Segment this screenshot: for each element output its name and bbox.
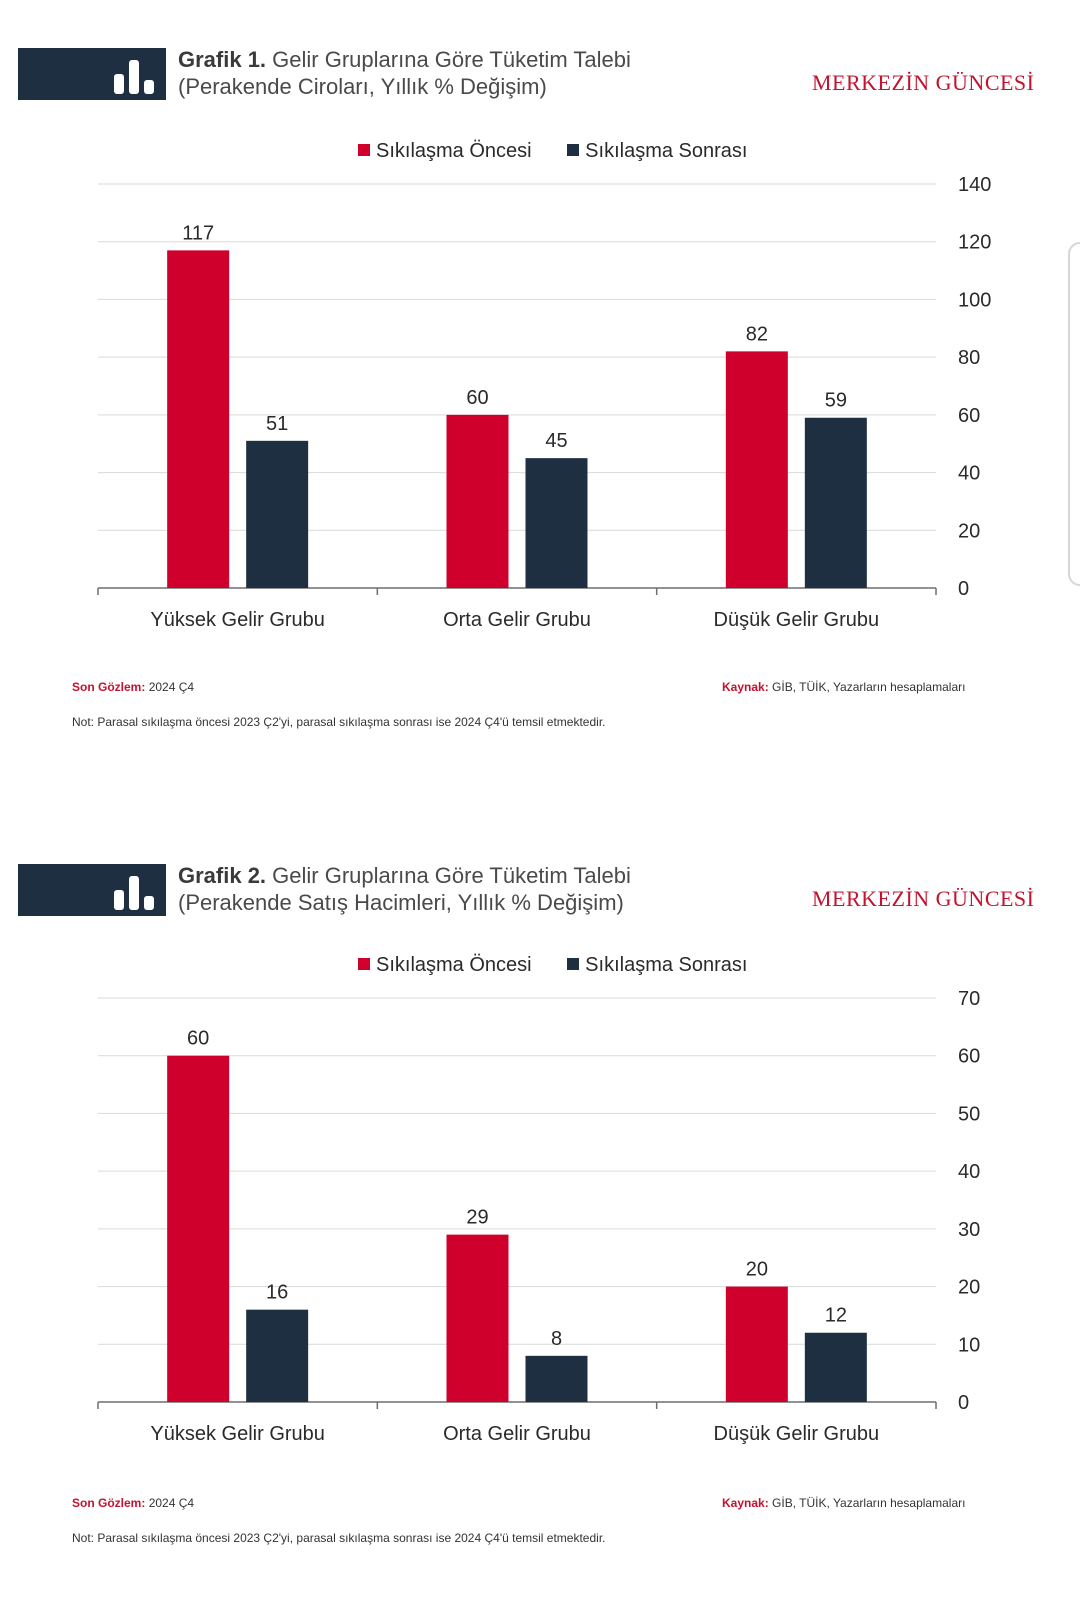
- x-tick-label: Yüksek Gelir Grubu: [150, 1423, 325, 1444]
- y-tick-label: 140: [958, 174, 991, 196]
- data-label: 45: [545, 430, 567, 452]
- y-tick-label: 100: [958, 289, 991, 311]
- bar: [167, 250, 230, 588]
- footnote: Not: Parasal sıkılaşma öncesi 2023 Ç2'yi…: [72, 1531, 606, 1545]
- last-observation: Son Gözlem: 2024 Ç4: [72, 1496, 194, 1510]
- bar: [446, 414, 509, 588]
- x-tick-label: Orta Gelir Grubu: [443, 609, 591, 630]
- data-label: 82: [746, 323, 768, 345]
- y-tick-label: 70: [958, 988, 980, 1010]
- chart-subtitle: (Perakende Satış Hacimleri, Yıllık % Değ…: [178, 890, 624, 915]
- y-tick-label: 0: [958, 1392, 969, 1414]
- source-label: Kaynak:: [722, 1496, 769, 1510]
- last-observation-value: 2024 Ç4: [148, 1496, 195, 1510]
- chart-header-box: [18, 48, 166, 100]
- legend-item-after: Sıkılaşma Sonrası: [567, 954, 747, 977]
- bar: [167, 1055, 230, 1402]
- x-tick-label: Düşük Gelir Grubu: [714, 1423, 880, 1444]
- legend-swatch-before: [358, 958, 370, 970]
- legend-item-after: Sıkılaşma Sonrası: [567, 140, 747, 163]
- legend-label-after: Sıkılaşma Sonrası: [585, 140, 748, 162]
- bar: [446, 1234, 509, 1402]
- bar: [525, 458, 588, 588]
- bar-chart: 0 20 40 60 80 100 120 140 117 51 Yüksek Gelir Grub…: [97, 174, 991, 630]
- chart-title-text: Gelir Gruplarına Göre Tüketim Talebi: [272, 863, 631, 888]
- y-tick-label: 20: [958, 1277, 980, 1299]
- y-tick-label: 20: [958, 520, 980, 542]
- y-tick-label: 40: [958, 1161, 980, 1183]
- y-tick-label: 120: [958, 232, 991, 254]
- y-tick-label: 0: [958, 578, 969, 600]
- data-label: 59: [825, 390, 847, 412]
- y-tick-label: 60: [958, 1046, 980, 1068]
- data-label: 51: [266, 413, 288, 435]
- chart-panel-2: Grafik 2. Gelir Gruplarına Göre Tüketim …: [0, 816, 1080, 1576]
- last-observation-label: Son Gözlem:: [72, 680, 146, 694]
- data-label: 117: [182, 222, 214, 244]
- data-label: 8: [551, 1328, 562, 1350]
- data-label: 12: [825, 1305, 847, 1327]
- footnote: Not: Parasal sıkılaşma öncesi 2023 Ç2'yi…: [72, 715, 606, 729]
- source-value: GİB, TÜİK, Yazarların hesaplamaları: [772, 680, 966, 694]
- source-note: Kaynak: GİB, TÜİK, Yazarların hesaplamal…: [722, 1496, 965, 1510]
- chart-title: Grafik 2. Gelir Gruplarına Göre Tüketim …: [178, 862, 631, 916]
- y-tick-label: 30: [958, 1219, 980, 1241]
- legend-label-before: Sıkılaşma Öncesi: [376, 140, 532, 162]
- bar: [246, 1309, 309, 1402]
- bar: [725, 1286, 788, 1402]
- scroll-handle[interactable]: [1068, 242, 1080, 586]
- last-observation: Son Gözlem: 2024 Ç4: [72, 680, 194, 694]
- legend-swatch-after: [567, 144, 580, 156]
- brand-logo: MERKEZİN GÜNCESİ: [812, 886, 1035, 911]
- y-tick-label: 50: [958, 1103, 980, 1125]
- y-tick-label: 80: [958, 347, 980, 369]
- legend-swatch-before: [358, 144, 370, 156]
- x-tick-label: Düşük Gelir Grubu: [714, 609, 880, 630]
- chart-panel-1: Grafik 1. Gelir Gruplarına Göre Tüketim …: [0, 0, 1080, 760]
- chart-subtitle: (Perakende Ciroları, Yıllık % Değişim): [178, 74, 547, 99]
- legend-item-before: Sıkılaşma Öncesi: [358, 954, 532, 977]
- bar-chart: 0 10 20 30 40 50 60 70 60 16 Yüksek Gelir Grubu 29 8…: [97, 988, 980, 1444]
- data-label: 60: [187, 1028, 209, 1050]
- legend-item-before: Sıkılaşma Öncesi: [358, 140, 532, 163]
- y-tick-label: 40: [958, 463, 980, 485]
- bar: [725, 351, 788, 588]
- chart-label: Grafik 2.: [178, 863, 267, 888]
- bar-chart-icon: [114, 60, 154, 94]
- y-tick-label: 10: [958, 1334, 980, 1356]
- last-observation-value: 2024 Ç4: [148, 680, 195, 694]
- legend-label-before: Sıkılaşma Öncesi: [376, 954, 532, 976]
- chart-header-box: [18, 864, 166, 916]
- data-label: 16: [266, 1282, 288, 1304]
- bar-chart-icon: [114, 876, 154, 910]
- source-value: GİB, TÜİK, Yazarların hesaplamaları: [772, 1496, 966, 1510]
- chart-title-text: Gelir Gruplarına Göre Tüketim Talebi: [272, 47, 631, 72]
- data-label: 29: [466, 1207, 488, 1229]
- bar: [525, 1355, 588, 1402]
- bar: [246, 440, 309, 588]
- bar: [804, 1332, 867, 1402]
- chart-title: Grafik 1. Gelir Gruplarına Göre Tüketim …: [178, 46, 631, 100]
- bar: [804, 417, 867, 588]
- chart-legend: Sıkılaşma Öncesi Sıkılaşma Sonrası: [358, 954, 777, 977]
- legend-swatch-after: [567, 958, 580, 970]
- chart-legend: Sıkılaşma Öncesi Sıkılaşma Sonrası: [358, 140, 777, 163]
- chart-label: Grafik 1.: [178, 47, 267, 72]
- x-tick-label: Yüksek Gelir Grubu: [150, 609, 325, 630]
- legend-label-after: Sıkılaşma Sonrası: [585, 954, 748, 976]
- data-label: 60: [466, 387, 488, 409]
- last-observation-label: Son Gözlem:: [72, 1496, 146, 1510]
- x-tick-label: Orta Gelir Grubu: [443, 1423, 591, 1444]
- source-label: Kaynak:: [722, 680, 769, 694]
- source-note: Kaynak: GİB, TÜİK, Yazarların hesaplamal…: [722, 680, 965, 694]
- y-tick-label: 60: [958, 405, 980, 427]
- brand-logo: MERKEZİN GÜNCESİ: [812, 70, 1035, 95]
- data-label: 20: [746, 1259, 768, 1281]
